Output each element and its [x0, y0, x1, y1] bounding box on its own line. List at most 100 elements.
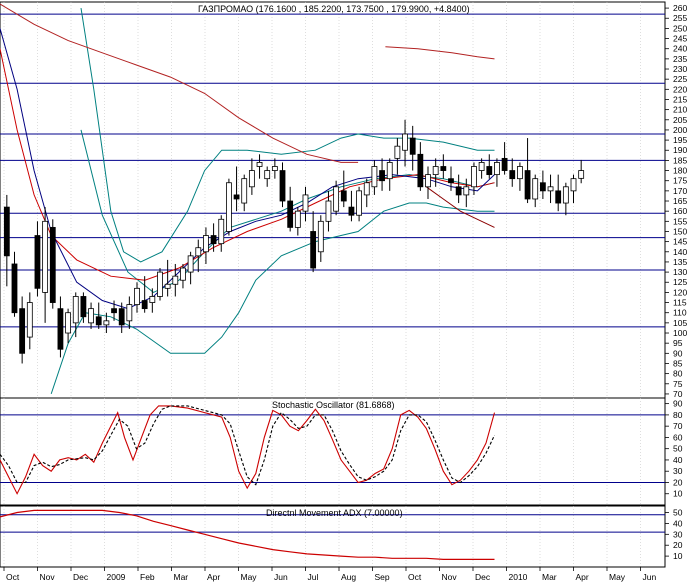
candle-body — [195, 247, 202, 257]
adx-plot-area — [0, 509, 495, 560]
y-tick-label: 20 — [673, 477, 683, 487]
candle-body — [233, 194, 240, 200]
y-tick-label: 185 — [673, 155, 687, 165]
candle-body — [134, 287, 140, 305]
candle-body — [333, 186, 340, 212]
candle-body — [562, 186, 569, 204]
y-tick-label: 150 — [673, 226, 687, 236]
candle-body — [394, 145, 401, 159]
candle-body — [409, 137, 416, 155]
y-tick-label: 240 — [673, 44, 687, 54]
candle-body — [570, 178, 577, 192]
candle-body — [264, 170, 271, 180]
candle-body — [448, 178, 454, 184]
candle-body — [248, 170, 255, 188]
candle-body — [203, 235, 209, 253]
x-tick-label: 2010 — [509, 572, 528, 582]
candle-body — [517, 166, 523, 180]
candle-body — [310, 231, 317, 269]
y-tick-label: 75 — [673, 379, 683, 389]
candle-body — [486, 166, 493, 176]
candle-body — [463, 186, 470, 196]
y-tick-label: 215 — [673, 94, 687, 104]
candle-body — [80, 296, 87, 318]
price-plot-area — [0, 3, 585, 395]
candle-body — [509, 170, 516, 180]
y-tick-label: 90 — [673, 348, 683, 358]
x-tick-label: 2009 — [107, 572, 126, 582]
candle-body — [111, 308, 117, 314]
candle-body — [11, 263, 18, 314]
candle-body — [455, 186, 462, 196]
y-tick-label: 85 — [673, 358, 683, 368]
candle-body — [440, 166, 447, 171]
y-tick-label: 180 — [673, 166, 687, 176]
y-tick-label: 175 — [673, 176, 687, 186]
candle-body — [279, 170, 286, 202]
candle-body — [578, 170, 585, 179]
candle-body — [103, 320, 110, 326]
y-tick-label: 10 — [673, 489, 683, 499]
y-tick-label: 235 — [673, 54, 687, 64]
candle-body — [302, 194, 309, 212]
stochastic-plot-area — [0, 405, 496, 495]
x-tick-label: Oct — [6, 572, 20, 582]
candle-body — [386, 162, 393, 180]
y-tick-label: 50 — [673, 508, 683, 518]
y-tick-label: 30 — [673, 466, 683, 476]
candle-body — [226, 182, 232, 232]
panel-title: Directnl Movement ADX (7.00000) — [266, 508, 403, 518]
candle-body — [126, 304, 133, 322]
candle-body — [65, 312, 71, 334]
x-tick-label: Jun — [274, 572, 288, 582]
x-tick-label: Aug — [341, 572, 356, 582]
y-tick-label: 10 — [673, 551, 683, 561]
candle-body — [157, 271, 163, 297]
y-tick-label: 105 — [673, 318, 687, 328]
x-tick-label: May — [241, 572, 258, 582]
y-tick-label: 205 — [673, 115, 687, 125]
candle-body — [187, 255, 194, 273]
candle-body — [210, 235, 217, 245]
y-tick-label: 190 — [673, 145, 687, 155]
candle-body — [72, 296, 79, 324]
candle-body — [149, 296, 156, 303]
panel-title: ГАЗПРОМАО (176.1600 , 185.2200, 173.7500… — [198, 4, 470, 14]
y-tick-label: 200 — [673, 125, 687, 135]
ma-long-line — [0, 3, 359, 163]
stochastic-signal-line — [0, 405, 495, 486]
y-tick-label: 140 — [673, 247, 687, 257]
candle-body — [180, 267, 186, 281]
x-tick-label: Nov — [40, 572, 56, 582]
x-tick-label: Mar — [174, 572, 189, 582]
y-tick-label: 50 — [673, 444, 683, 454]
candle-body — [118, 308, 125, 326]
price-panel: 7075808590951001051101151201251301351401… — [0, 1, 687, 399]
x-tick-label: May — [609, 572, 626, 582]
candle-body — [325, 200, 332, 222]
y-tick-label: 195 — [673, 135, 687, 145]
y-tick-label: 260 — [673, 3, 687, 13]
y-tick-label: 40 — [673, 518, 683, 528]
candle-body — [317, 220, 324, 253]
y-tick-label: 95 — [673, 338, 683, 348]
x-tick-label: Apr — [207, 572, 220, 582]
candle-body — [294, 210, 301, 228]
candle-body — [141, 300, 148, 310]
candle-body — [287, 200, 294, 228]
y-tick-label: 80 — [673, 369, 683, 379]
ma-medium-line — [0, 48, 495, 281]
candle-body — [34, 235, 41, 289]
candle-body — [363, 182, 370, 196]
candle-body — [172, 275, 179, 285]
candle-body — [256, 162, 263, 167]
y-tick-label: 145 — [673, 237, 687, 247]
x-tick-label: Jun — [643, 572, 657, 582]
x-tick-label: Nov — [442, 572, 458, 582]
candle-body — [3, 206, 10, 257]
candle-body — [524, 170, 531, 200]
candle-body — [501, 157, 508, 171]
y-tick-label: 80 — [673, 410, 683, 420]
